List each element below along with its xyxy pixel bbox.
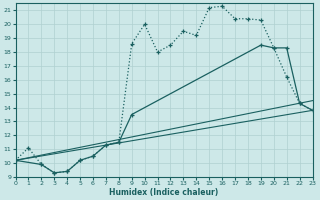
X-axis label: Humidex (Indice chaleur): Humidex (Indice chaleur) bbox=[109, 188, 219, 197]
